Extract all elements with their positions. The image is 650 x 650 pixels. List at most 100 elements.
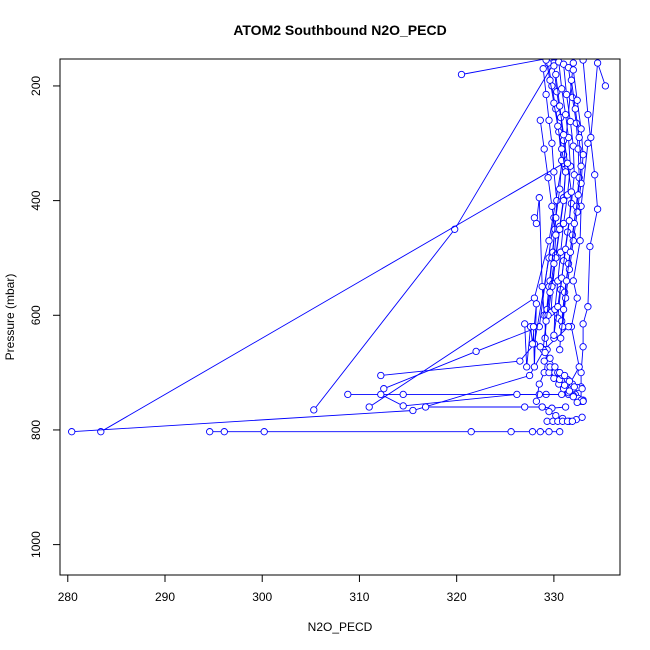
data-point <box>559 196 568 205</box>
data-point <box>542 90 550 99</box>
data-point <box>536 116 544 124</box>
data-point <box>516 357 524 365</box>
data-point <box>545 428 553 436</box>
data-point <box>591 171 599 179</box>
data-point <box>546 76 554 84</box>
data-point <box>552 70 560 79</box>
series-line <box>553 74 572 336</box>
data-point <box>535 380 543 388</box>
data-point <box>559 60 568 68</box>
y-tick-label: 1000 <box>29 531 43 558</box>
data-point <box>556 102 564 110</box>
data-point <box>558 323 567 331</box>
data-point <box>539 65 547 73</box>
data-point <box>521 320 529 328</box>
data-point <box>575 133 583 142</box>
data-point <box>535 194 543 202</box>
y-tick-label: 200 <box>29 76 43 96</box>
data-point <box>542 59 550 64</box>
data-point <box>541 334 549 342</box>
x-tick-label: 290 <box>155 590 175 604</box>
data-point <box>560 381 569 389</box>
data-point <box>513 390 521 399</box>
data-point <box>553 196 561 205</box>
data-point <box>521 403 529 411</box>
data-point <box>206 428 214 436</box>
data-point <box>593 59 602 67</box>
series-line <box>461 59 548 75</box>
data-point <box>576 237 584 245</box>
data-point <box>569 237 577 245</box>
data-point <box>565 377 574 385</box>
x-tick-label: 280 <box>58 590 78 604</box>
data-point <box>536 428 544 436</box>
data-point <box>561 294 570 302</box>
data-point <box>380 385 388 393</box>
data-point <box>569 393 577 401</box>
data-point <box>561 168 570 176</box>
y-axis-label: Pressure (mbar) <box>3 274 17 361</box>
data-point <box>575 363 583 371</box>
data-point <box>574 191 582 199</box>
data-point <box>577 125 585 133</box>
data-point <box>564 323 573 331</box>
data-point <box>586 242 594 251</box>
data-point <box>578 413 586 421</box>
data-point <box>579 343 587 351</box>
data-point <box>558 145 566 153</box>
data-point <box>579 59 587 64</box>
data-point <box>457 70 466 79</box>
data-point <box>562 90 571 99</box>
data-point <box>377 390 385 399</box>
data-point <box>550 260 558 268</box>
data-point <box>579 397 587 405</box>
data-point <box>472 347 480 356</box>
data-point <box>559 305 568 314</box>
data-point <box>573 96 581 104</box>
data-point <box>542 317 550 325</box>
data-point <box>577 162 585 170</box>
data-point <box>556 225 564 233</box>
data-point <box>552 214 560 222</box>
data-point <box>601 82 610 90</box>
data-point <box>545 237 553 245</box>
data-point <box>548 139 556 147</box>
data-point <box>567 188 576 196</box>
series-layer <box>68 59 610 436</box>
data-point <box>566 117 575 126</box>
data-point <box>567 76 576 84</box>
data-point <box>68 428 76 436</box>
data-point <box>532 219 541 228</box>
data-point <box>561 110 570 119</box>
data-point <box>565 265 574 274</box>
data-point <box>550 168 558 176</box>
data-point <box>573 208 581 216</box>
data-point <box>563 159 572 167</box>
data-point <box>365 403 373 411</box>
data-point <box>562 277 571 285</box>
data-point <box>544 174 552 182</box>
data-point <box>584 303 592 311</box>
data-point <box>593 205 602 213</box>
data-point <box>559 131 568 139</box>
plot-frame <box>59 58 621 576</box>
data-point <box>546 354 554 362</box>
y-tick-label: 800 <box>29 420 43 440</box>
data-point <box>220 428 228 436</box>
data-point <box>310 406 318 414</box>
data-point <box>573 294 581 302</box>
data-point <box>538 403 546 411</box>
data-point <box>556 428 564 436</box>
data-point <box>545 407 553 416</box>
data-point <box>545 116 553 124</box>
x-axis-label: N2O_PECD <box>308 620 373 634</box>
data-point <box>529 323 538 331</box>
data-point <box>573 398 581 407</box>
series-line <box>380 257 550 376</box>
data-point <box>557 334 565 342</box>
data-point <box>578 385 586 393</box>
data-point <box>587 133 595 142</box>
data-point <box>260 428 268 436</box>
data-point <box>569 59 577 67</box>
data-point <box>556 346 564 354</box>
